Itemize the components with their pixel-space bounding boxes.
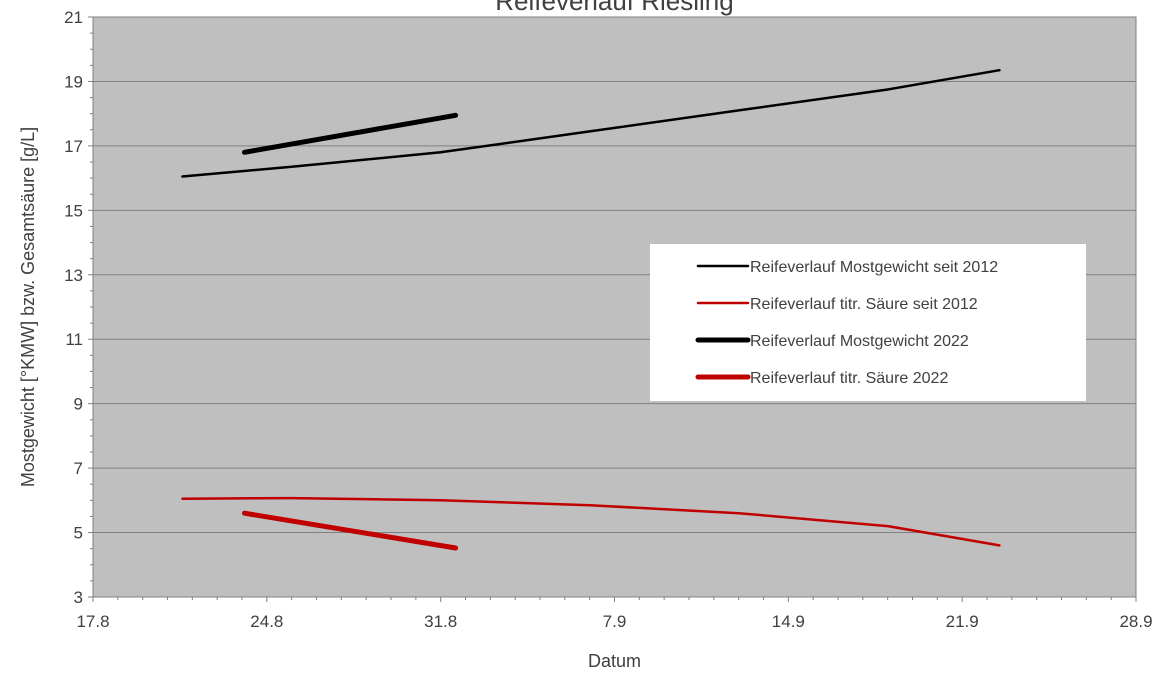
y-tick-label: 17 — [64, 137, 83, 156]
y-tick-label: 3 — [74, 588, 83, 607]
y-tick-label: 7 — [74, 459, 83, 478]
legend: Reifeverlauf Mostgewicht seit 2012 Reifev… — [650, 244, 1086, 401]
y-tick-label: 15 — [64, 201, 83, 220]
x-tick-label: 14.9 — [772, 612, 805, 631]
y-tick-label: 9 — [74, 395, 83, 414]
chart-title: Reifeverlauf Riesling — [495, 0, 733, 16]
y-tick-label: 13 — [64, 266, 83, 285]
y-tick-label: 19 — [64, 72, 83, 91]
legend-label-4: Reifeverlauf titr. Säure 2022 — [750, 370, 948, 387]
x-tick-label: 7.9 — [603, 612, 627, 631]
x-axis-label: Datum — [588, 651, 641, 671]
series-line-3 — [242, 112, 459, 155]
series-line-2 — [181, 496, 1001, 547]
legend-label-2: Reifeverlauf titr. Säure seit 2012 — [750, 296, 978, 313]
x-tick-label: 24.8 — [250, 612, 283, 631]
legend-label-3: Reifeverlauf Mostgewicht 2022 — [750, 333, 969, 350]
series-line-1 — [181, 68, 1001, 178]
series-layer — [181, 68, 1001, 551]
x-tick-label: 31.8 — [424, 612, 457, 631]
legend-label-1: Reifeverlauf Mostgewicht seit 2012 — [750, 259, 998, 276]
x-tick-label: 17.8 — [76, 612, 109, 631]
series-line-4 — [242, 510, 459, 551]
x-tick-label: 28.9 — [1119, 612, 1152, 631]
y-tick-label: 5 — [74, 524, 83, 543]
x-tick-label: 21.9 — [946, 612, 979, 631]
axes: 3 5 7 9 11 13 15 17 19 21 17.8 24.8 31.8 7.9 14.9 21.9 2… — [64, 8, 1152, 631]
y-tick-label: 11 — [65, 330, 83, 349]
y-tick-label: 21 — [64, 8, 83, 27]
y-axis-label: Mostgewicht [°KMW] bzw. Gesamtsäure [g/L… — [18, 127, 38, 487]
